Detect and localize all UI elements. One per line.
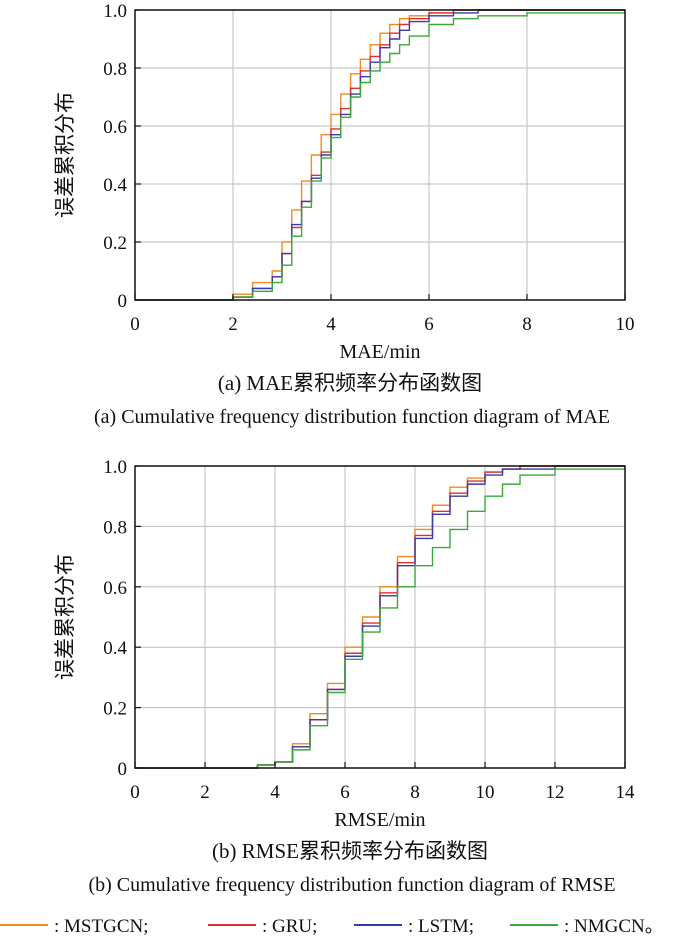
legend-label-nmgcn: : NMGCN。 [564,916,664,937]
legend-label-mstgcn: : MSTGCN; [54,916,149,937]
x-tick-label: 10 [476,782,495,803]
y-tick-label: 0.4 [103,638,127,659]
x-ticks-b: 0 2 4 6 8 10 12 14 [130,762,635,803]
x-tick-label: 8 [522,314,532,335]
x-tick-label: 12 [546,782,565,803]
series-a [135,9,626,301]
y-tick-label: 0.8 [103,59,127,80]
x-tick-label: 4 [326,314,336,335]
legend-item-lstm: : LSTM; [354,916,474,937]
legend-label-gru: : GRU; [262,916,317,937]
x-tick-label: 6 [424,314,434,335]
y-tick-label: 1.0 [103,1,127,22]
series-line-nmgcn [135,10,626,301]
series-line-nmgcn [135,466,626,769]
legend-item-mstgcn: : MSTGCN; [0,916,149,937]
y-tick-label: 1.0 [103,457,127,478]
x-tick-label: 6 [340,782,350,803]
x-ticks-a: 0 2 4 6 8 10 [130,294,635,335]
x-axis-label-a: MAE/min [339,341,420,363]
x-tick-label: 8 [410,782,420,803]
y-axis-label-a: 误差累积分布 [53,92,77,218]
caption-en-a: (a) Cumulative frequency distribution fu… [94,406,610,428]
y-tick-label: 0.6 [103,578,127,599]
subplot-rmse: 0 2 4 6 8 10 12 14 0 0.2 0.4 0.6 0.8 1.0 RMSE/min 误差… [53,457,635,896]
legend-item-nmgcn: : NMGCN。 [510,916,664,937]
plot-frame-a [134,9,626,301]
x-tick-label: 2 [228,314,238,335]
caption-en-b: (b) Cumulative frequency distribution fu… [88,874,615,896]
grid-a [135,10,625,300]
y-tick-label: 0.4 [103,175,127,196]
legend: : MSTGCN; : GRU; : LSTM; : NMGCN。 [0,916,664,937]
y-tick-label: 0.8 [103,517,127,538]
y-ticks-b: 0 0.2 0.4 0.6 0.8 1.0 [103,457,141,780]
series-line-lstm [135,9,625,301]
plot-frame-b [134,465,626,769]
y-tick-label: 0 [118,291,128,312]
subplot-mae: 0 2 4 6 8 10 00.20.40.60.81.0 MAE/min 误差累积分布 … [53,1,635,428]
y-ticks-a: 0 0.2 0.4 0.6 0.8 1.0 [103,1,141,312]
y-tick-label: 0.2 [103,233,127,254]
caption-cn-a: (a) MAE累积频率分布函数图 [218,371,482,395]
x-tick-label: 4 [270,782,280,803]
series-b [135,465,626,769]
x-tick-label: 10 [616,314,635,335]
y-tick-label: 0 [118,759,128,780]
y-tick-label: 0.2 [103,699,127,720]
caption-cn-b: (b) RMSE累积频率分布函数图 [212,839,488,863]
legend-item-gru: : GRU; [208,916,317,937]
y-axis-label-b: 误差累积分布 [53,554,77,680]
x-tick-label: 0 [130,314,140,335]
x-tick-label: 2 [200,782,210,803]
x-tick-label: 0 [130,782,140,803]
series-line-mstgcn [135,9,625,301]
legend-label-lstm: : LSTM; [408,916,474,937]
y-tick-label: 0.6 [103,117,127,138]
x-tick-label: 14 [616,782,636,803]
x-axis-label-b: RMSE/min [334,809,425,831]
